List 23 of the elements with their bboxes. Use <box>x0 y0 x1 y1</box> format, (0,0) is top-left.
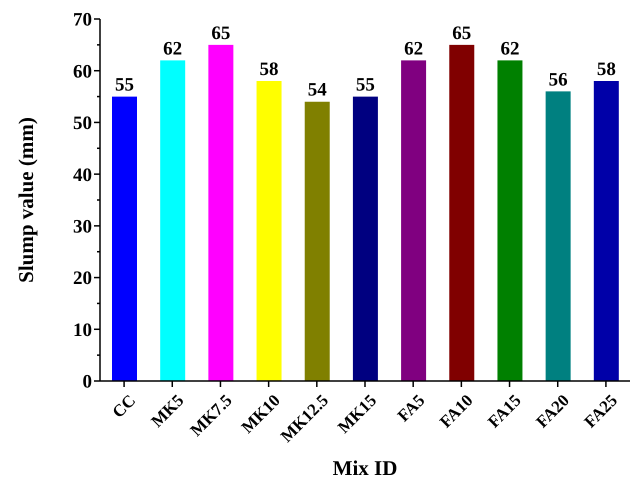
y-tick-label: 50 <box>73 113 92 134</box>
data-label: 65 <box>211 22 230 44</box>
x-tick-label: CC <box>108 390 140 422</box>
data-label: 62 <box>404 38 424 60</box>
data-label: 58 <box>596 59 616 80</box>
x-tick-label: FA5 <box>394 390 428 426</box>
data-label: 55 <box>115 74 134 96</box>
y-axis-title: Slump value (mm) <box>14 117 38 283</box>
y-tick-label: 0 <box>82 372 92 393</box>
y-tick-label: 10 <box>73 320 92 341</box>
data-label: 65 <box>452 22 472 44</box>
data-label: 62 <box>500 38 520 60</box>
y-tick-label: 70 <box>73 10 92 31</box>
y-tick-label: 40 <box>73 164 92 186</box>
y-tick-label: 20 <box>73 268 92 290</box>
data-label: 62 <box>163 38 182 60</box>
data-label: 55 <box>356 74 375 96</box>
data-label: 58 <box>260 59 279 80</box>
y-tick-label: 60 <box>73 61 92 82</box>
data-label: 54 <box>308 80 328 101</box>
y-tick-label: 30 <box>73 216 92 238</box>
data-label: 56 <box>548 69 568 90</box>
x-axis-title: Mix ID <box>332 456 398 480</box>
